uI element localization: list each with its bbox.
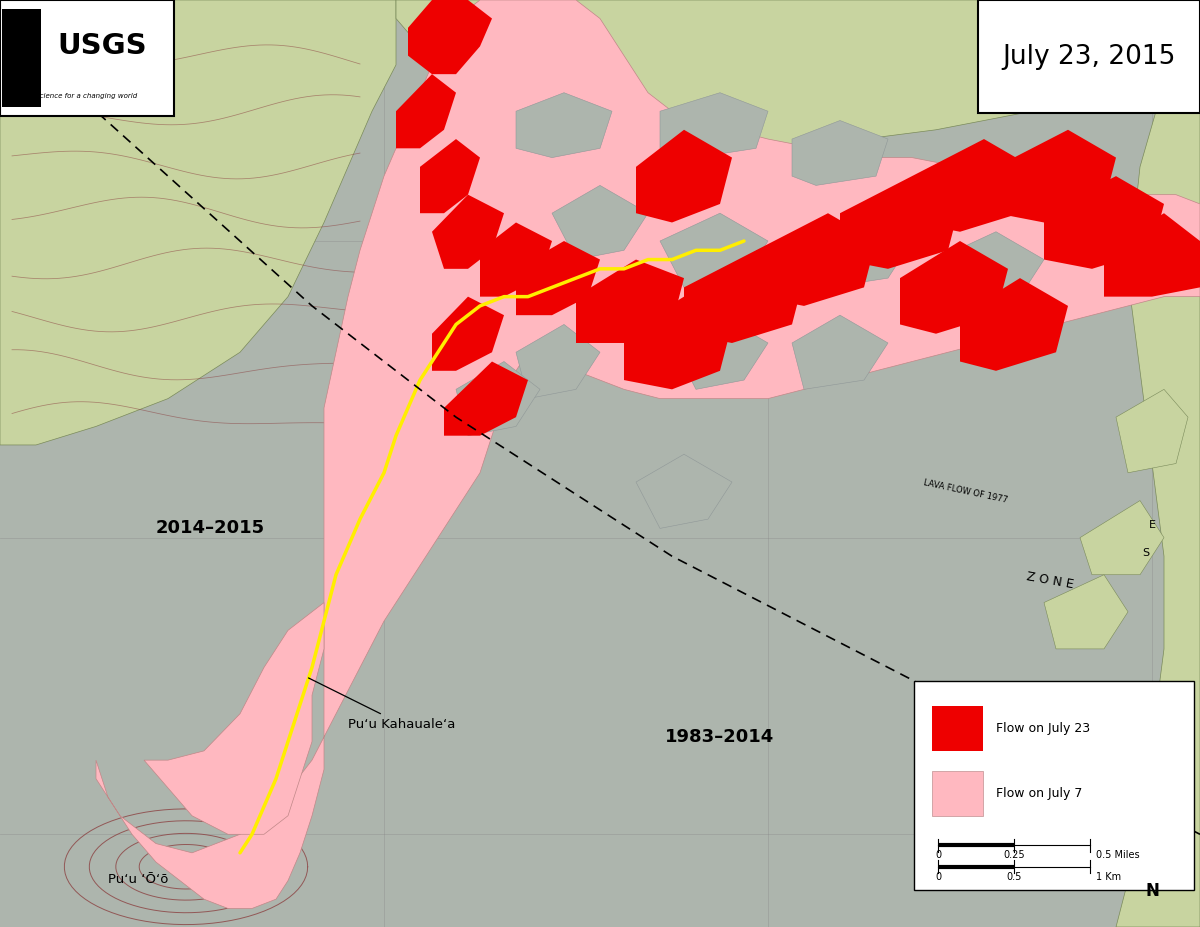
- Polygon shape: [396, 74, 456, 148]
- Polygon shape: [432, 195, 504, 269]
- Text: 0.25: 0.25: [1003, 850, 1025, 860]
- Text: USGS: USGS: [58, 32, 146, 60]
- Polygon shape: [552, 185, 648, 260]
- Text: 0: 0: [935, 871, 942, 882]
- Polygon shape: [408, 0, 492, 74]
- Polygon shape: [996, 130, 1116, 222]
- Text: 1983–2014: 1983–2014: [665, 728, 775, 746]
- Text: Flow on July 23: Flow on July 23: [996, 722, 1090, 735]
- Text: Puʻu Kahaualeʻa: Puʻu Kahaualeʻa: [308, 678, 455, 730]
- Text: Puʻu ʻŌʻō: Puʻu ʻŌʻō: [108, 872, 168, 885]
- Polygon shape: [420, 139, 480, 213]
- Polygon shape: [1044, 176, 1164, 269]
- Text: LAVA FLOW OF 1977: LAVA FLOW OF 1977: [923, 477, 1009, 504]
- FancyBboxPatch shape: [0, 0, 174, 116]
- Polygon shape: [96, 0, 1200, 908]
- Text: E: E: [1148, 520, 1156, 530]
- Polygon shape: [0, 0, 396, 445]
- Polygon shape: [1116, 389, 1188, 473]
- Text: science for a changing world: science for a changing world: [36, 94, 137, 99]
- FancyBboxPatch shape: [932, 706, 983, 751]
- Polygon shape: [960, 278, 1068, 371]
- Polygon shape: [912, 139, 1032, 232]
- FancyBboxPatch shape: [932, 771, 983, 816]
- Text: 0: 0: [935, 850, 942, 860]
- Polygon shape: [144, 603, 324, 834]
- FancyBboxPatch shape: [914, 681, 1194, 890]
- Text: 0.5 Miles: 0.5 Miles: [1096, 850, 1139, 860]
- Polygon shape: [660, 93, 768, 158]
- Polygon shape: [792, 315, 888, 389]
- Polygon shape: [936, 232, 1044, 306]
- Polygon shape: [792, 121, 888, 185]
- Polygon shape: [1116, 74, 1200, 927]
- Text: Flow on July 7: Flow on July 7: [996, 787, 1082, 800]
- Text: July 23, 2015: July 23, 2015: [1002, 44, 1176, 70]
- Text: 0.5: 0.5: [1007, 871, 1021, 882]
- Text: 2014–2015: 2014–2015: [156, 519, 264, 538]
- Polygon shape: [516, 93, 612, 158]
- Polygon shape: [480, 222, 552, 297]
- Polygon shape: [624, 297, 732, 389]
- Polygon shape: [684, 250, 804, 343]
- Polygon shape: [456, 362, 540, 436]
- Polygon shape: [900, 241, 1008, 334]
- Polygon shape: [396, 0, 1200, 158]
- Polygon shape: [516, 241, 600, 315]
- Polygon shape: [1080, 501, 1164, 575]
- Polygon shape: [660, 213, 768, 287]
- Polygon shape: [636, 130, 732, 222]
- Polygon shape: [840, 176, 960, 269]
- Polygon shape: [576, 260, 684, 343]
- FancyBboxPatch shape: [978, 0, 1200, 113]
- Polygon shape: [1104, 213, 1200, 297]
- Text: N: N: [1145, 883, 1159, 900]
- FancyBboxPatch shape: [2, 9, 41, 107]
- Polygon shape: [804, 213, 912, 287]
- Polygon shape: [756, 213, 876, 306]
- Polygon shape: [444, 362, 528, 436]
- Text: 1 Km: 1 Km: [1096, 871, 1121, 882]
- Polygon shape: [516, 324, 600, 399]
- Polygon shape: [636, 454, 732, 528]
- Text: Z O N E: Z O N E: [1026, 571, 1074, 591]
- Polygon shape: [672, 315, 768, 389]
- Polygon shape: [432, 297, 504, 371]
- Polygon shape: [1044, 575, 1128, 649]
- Text: S: S: [1142, 548, 1150, 558]
